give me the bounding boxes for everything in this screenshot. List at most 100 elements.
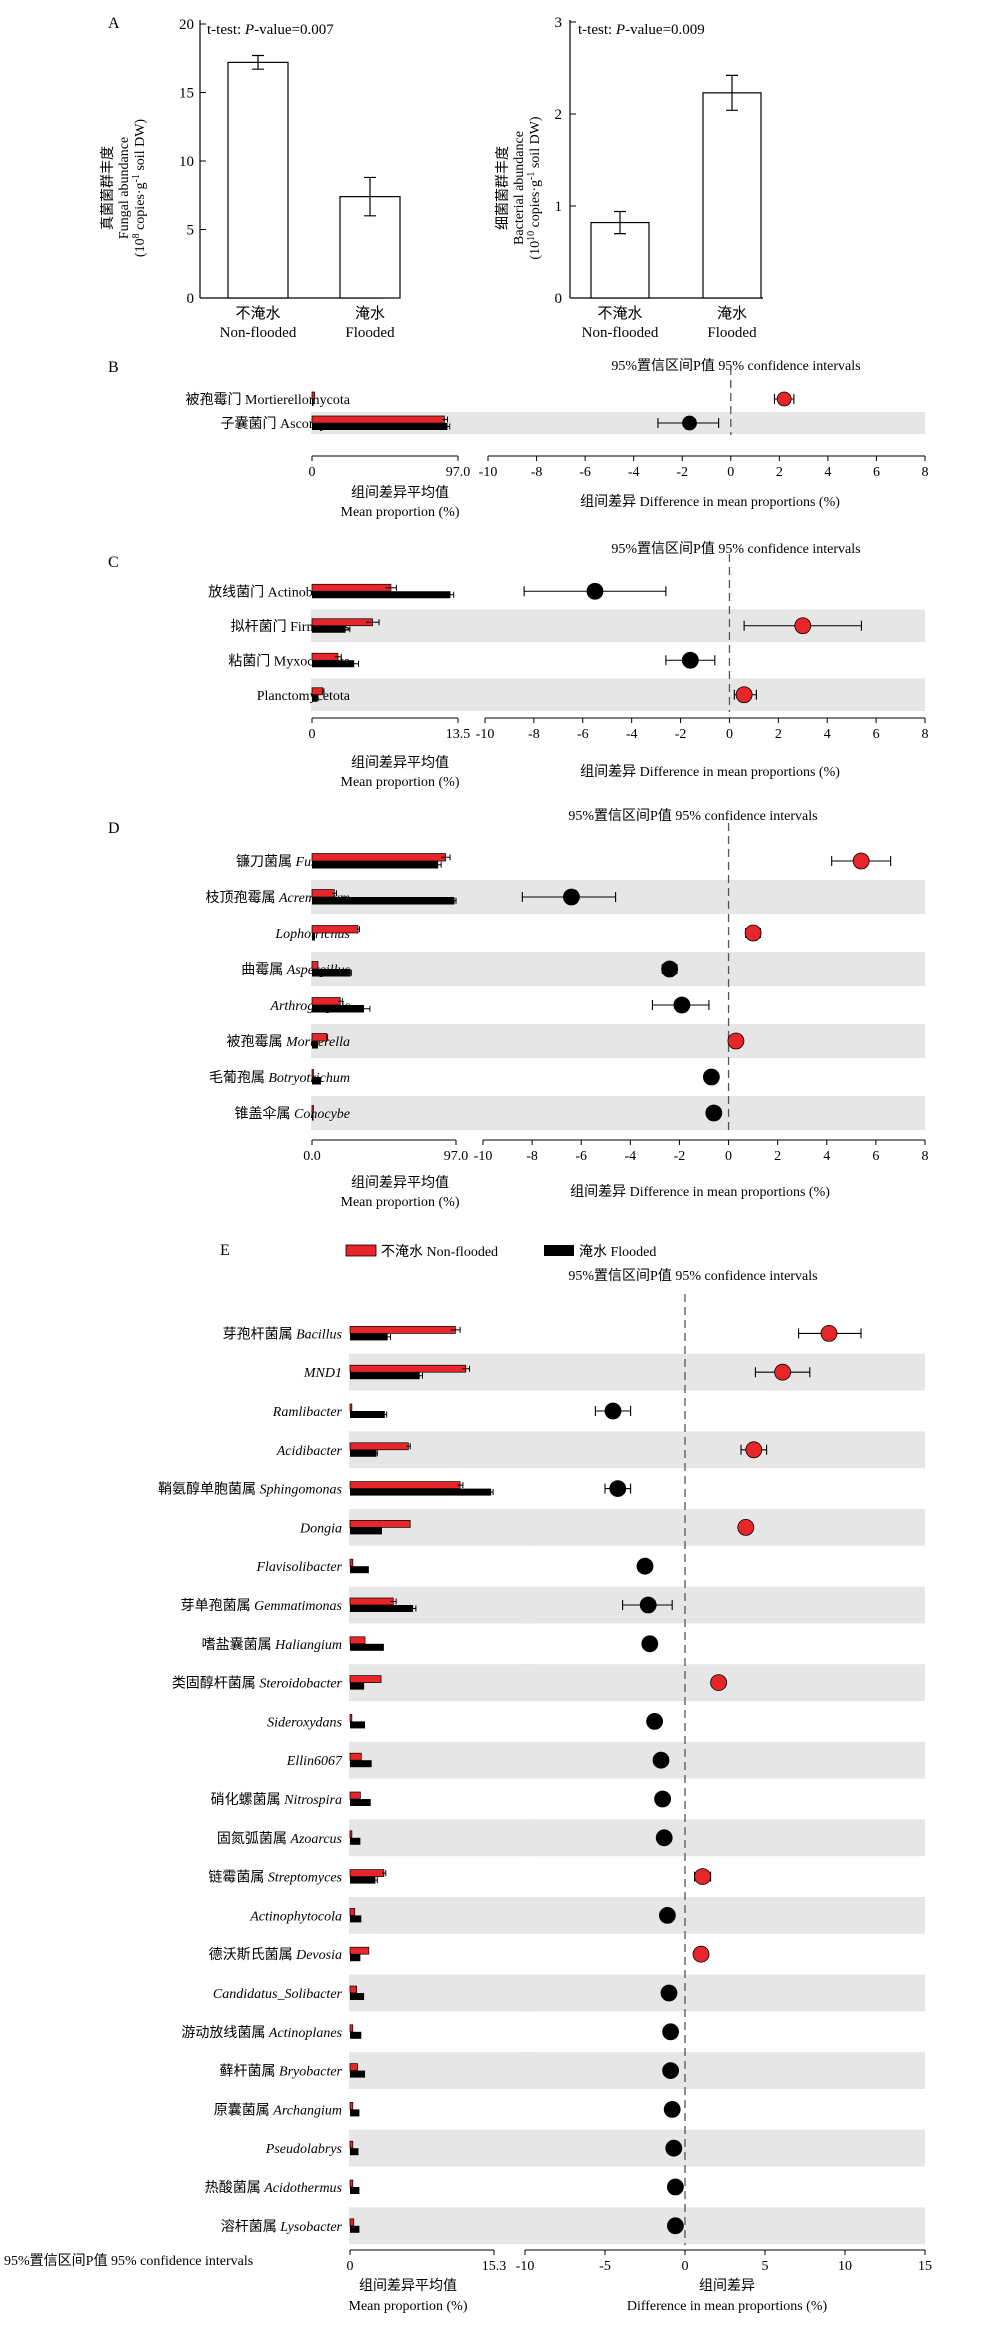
row-label-en: Nitrospira (283, 1793, 342, 1808)
diff-axis-tick-label: 4 (823, 1149, 830, 1164)
panel-c: C 95%置信区间P值 95% confidence intervals 组间差… (108, 541, 929, 790)
row-label-en: Haliangium (274, 1638, 342, 1653)
bacterial-ytick-label: 2 (555, 107, 563, 123)
row-label-zh: 被孢霉属 (226, 1034, 286, 1050)
row-label-zh: 子囊菌门 (221, 415, 281, 432)
fungal-test-label: t-test: P-value=0.007 (207, 22, 334, 38)
diff-point-flooded (563, 888, 580, 906)
row-label-zh: 热酸菌属 (205, 2180, 265, 2196)
errorbar-flooded (447, 591, 455, 598)
row-stripe-diff (525, 1353, 925, 1391)
row-stripe-diff (483, 1096, 925, 1130)
row-label: 嗜盐囊菌属 Haliangium (202, 1636, 342, 1653)
panel-e-mean-en: Mean proportion (%) (349, 2299, 468, 2314)
row-label-en: Botryotrichum (268, 1071, 350, 1086)
panel-b-ci-header: 95%置信区间P值 95% confidence intervals (611, 358, 860, 374)
diff-point-flooded (609, 1480, 627, 1497)
row-stripe-bar (349, 1819, 534, 1857)
bar-flooded (350, 2031, 362, 2039)
panel-letter-e: E (220, 1242, 230, 1259)
errorbar-flooded (349, 969, 352, 976)
row-label-en: Archangium (272, 2103, 342, 2118)
bar-flooded (312, 660, 355, 668)
diff-point-flooded (639, 1596, 657, 1614)
bar-flooded (350, 1643, 384, 1651)
bar-non-flooded (349, 1636, 366, 1645)
mean-axis-tick-label: 97.0 (446, 465, 471, 480)
diff-axis-tick-label: 2 (776, 465, 783, 480)
diff-point-flooded (673, 996, 691, 1014)
diff-point-non-flooded (820, 1325, 838, 1342)
panel-c-mean-zh: 组间差异平均值 (351, 755, 449, 771)
row-label-zh: 芽孢杆菌属 (223, 1326, 297, 1342)
errorbar-flooded (382, 1411, 388, 1418)
diff-axis-tick-label: 0 (726, 727, 733, 742)
diff-point-flooded (681, 651, 699, 669)
diff-point-non-flooded (737, 1519, 755, 1536)
panel-e-ci-header: 95%置信区间P值 95% confidence intervals (568, 1268, 817, 1284)
row-label-zh: 原囊菌属 (214, 2101, 274, 2118)
fungal-errorbar-flooded (364, 176, 376, 217)
diff-point-flooded (654, 1790, 671, 1808)
bar-non-flooded (349, 1558, 354, 1567)
diff-point-non-flooded (692, 1945, 710, 1963)
row-label: Ellin6067 (286, 1754, 343, 1769)
bar-non-flooded (349, 2140, 354, 2149)
bar-flooded (312, 861, 439, 869)
diff-axis-tick-label: -4 (626, 727, 638, 742)
bar-flooded (350, 1993, 365, 2000)
row-stripe-diff (525, 1509, 925, 1546)
row-label: 藓杆菌属 Bryobacter (220, 2064, 343, 2080)
bar-non-flooded (349, 1403, 353, 1412)
bacterial-xtick-en: Flooded (707, 325, 757, 341)
panel-e: E 不淹水 Non-flooded 淹水 Flooded 95%置信区间P值 9… (4, 1242, 932, 2314)
row-label-en: Actinoplanes (268, 2026, 343, 2041)
row-label-en: Acidibacter (276, 1444, 343, 1459)
panel-a-fungal: A t-test: P-value=0.007 真菌菌群丰度 Fungal ab… (100, 15, 401, 341)
diff-point-flooded (705, 1104, 723, 1122)
diff-axis-tick-label: 6 (872, 1149, 879, 1164)
bar-non-flooded (349, 2218, 355, 2227)
diff-axis-tick-label: -8 (531, 465, 543, 480)
row-label: 游动放线菌属 Actinoplanes (181, 2025, 342, 2041)
fungal-ylabel-en: Fungal abundance (117, 137, 132, 239)
bar-non-flooded (311, 652, 339, 661)
bacterial-errorbar-non-flooded (614, 210, 626, 235)
fungal-xtick-zh: 淹水 (355, 305, 385, 322)
row-label-en: Devosia (295, 1948, 342, 1963)
bar-non-flooded (349, 2063, 358, 2071)
mean-axis-tick-label: 0 (347, 2259, 354, 2274)
diff-point-flooded (604, 1402, 622, 1420)
mean-axis-tick-label: 0 (309, 465, 316, 480)
fungal-xtick-zh: 不淹水 (235, 305, 280, 322)
row-label: 德沃斯氏菌属 Devosia (209, 1947, 342, 1963)
diff-axis-tick-label: 8 (922, 727, 929, 742)
row-label-zh: 固氮弧菌属 (217, 1831, 291, 1847)
bar-flooded (312, 1005, 364, 1013)
row-label: 热酸菌属 Acidothermus (205, 2180, 343, 2196)
bar-non-flooded (349, 2102, 354, 2110)
diff-axis-tick-label: -6 (577, 727, 589, 742)
row-stripe-diff (525, 1586, 925, 1624)
diff-axis-tick-label: -2 (675, 727, 687, 742)
fungal-y-axis-title: 真菌菌群丰度 Fungal abundance (108 copies·g-1 … (100, 119, 148, 258)
bacterial-xtick-en: Non-flooded (582, 325, 659, 341)
bar-flooded (312, 933, 315, 941)
diff-axis-tick-label: 6 (873, 465, 880, 480)
diff-axis-tick-label: 4 (824, 465, 831, 480)
bar-non-flooded (349, 2179, 354, 2188)
legend-swatch-flooded (544, 1245, 574, 1256)
errorbar-non-flooded (385, 584, 397, 591)
errorbar-flooded (373, 1877, 378, 1884)
row-label-zh: 游动放线菌属 (181, 2025, 269, 2041)
panel-c-ci-header: 95%置信区间P值 95% confidence intervals (611, 541, 860, 557)
bar-flooded (350, 2225, 360, 2233)
panel-b-diff-label: 组间差异 Difference in mean proportions (%) (580, 494, 840, 510)
panel-letter-c: C (108, 554, 119, 571)
row-label: Actinophytocola (249, 1909, 342, 1924)
diff-point-non-flooded (852, 852, 870, 870)
bar-flooded (350, 1605, 414, 1612)
row-label: 链霉菌属 Streptomyces (208, 1870, 342, 1886)
panel-b: B 95%置信区间P值 95% confidence intervals 组间差… (108, 358, 929, 520)
errorbar-non-flooded (382, 1870, 387, 1877)
